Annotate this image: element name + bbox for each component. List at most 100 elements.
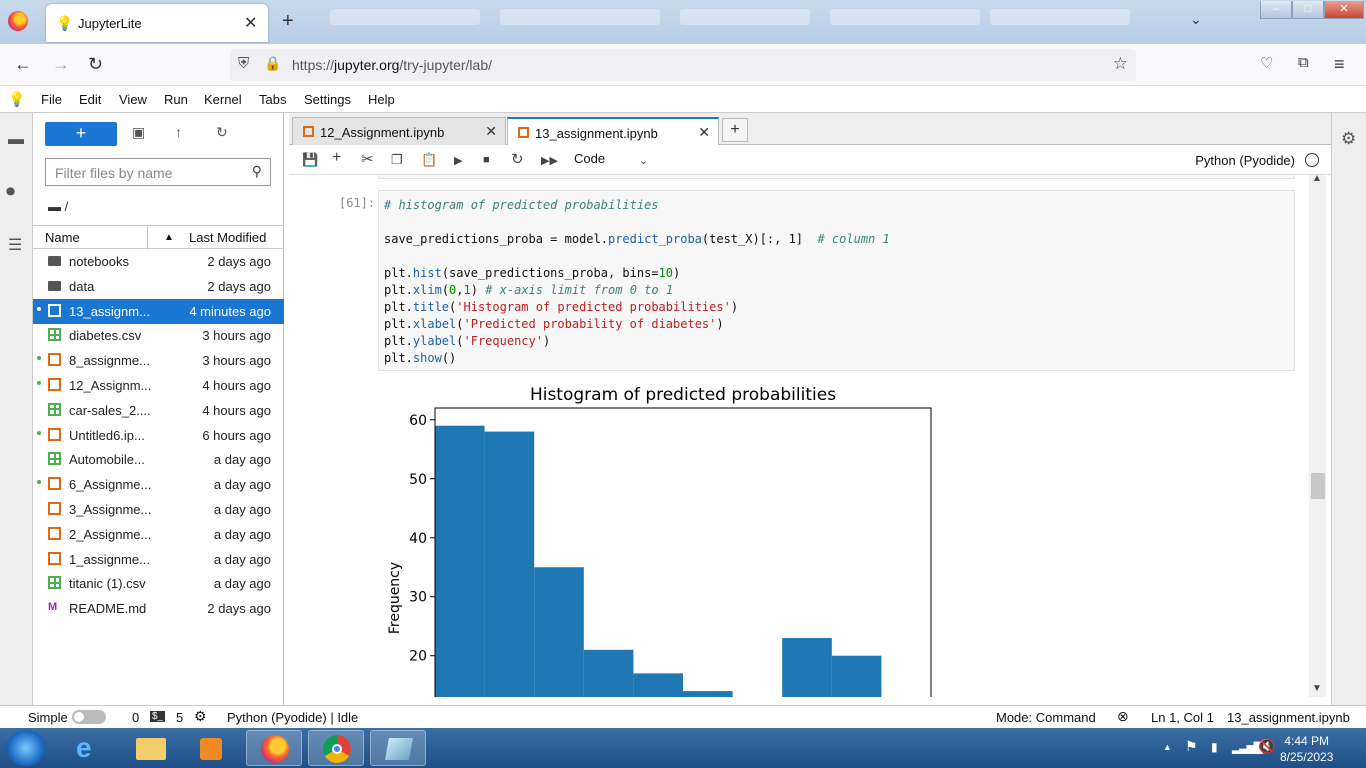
restart-run-all-icon[interactable]: ▶▶: [541, 155, 558, 167]
menu-edit[interactable]: Edit: [79, 92, 102, 107]
background-tab[interactable]: [500, 9, 660, 25]
minimize-button[interactable]: –: [1260, 1, 1292, 19]
code-cell-editor[interactable]: # histogram of predicted probabilities s…: [378, 190, 1295, 371]
paste-icon[interactable]: 📋: [421, 152, 438, 167]
kernel-count[interactable]: 5: [176, 710, 184, 725]
file-row[interactable]: car-sales_2.... 4 hours ago: [33, 398, 284, 423]
scroll-up-icon[interactable]: ▲: [1312, 173, 1322, 184]
column-modified-header[interactable]: Last Modified: [189, 230, 267, 245]
kernel-name[interactable]: Python (Pyodide): [1195, 153, 1295, 168]
lock-icon[interactable]: 🔒: [264, 55, 282, 71]
internet-explorer-icon[interactable]: e: [76, 732, 92, 763]
stop-icon[interactable]: ■: [483, 154, 490, 166]
add-tab-button[interactable]: +: [722, 118, 748, 142]
restart-icon[interactable]: ↻: [511, 151, 524, 168]
chevron-down-icon[interactable]: ⌄: [639, 155, 649, 167]
upload-icon[interactable]: ↑: [175, 124, 182, 140]
background-tab[interactable]: [680, 9, 810, 25]
file-row[interactable]: 6_Assignme... a day ago: [33, 472, 284, 497]
close-tab-icon[interactable]: ✕: [244, 15, 258, 32]
menu-settings[interactable]: Settings: [304, 92, 351, 107]
firefox-taskbar-icon[interactable]: [246, 730, 302, 766]
save-icon[interactable]: 💾: [302, 152, 319, 167]
extensions-icon[interactable]: ⧉: [1298, 54, 1309, 71]
close-icon[interactable]: ✕: [698, 124, 710, 140]
file-row[interactable]: 3_Assignme... a day ago: [33, 497, 284, 522]
file-row[interactable]: M README.md 2 days ago: [33, 596, 284, 621]
folder-icon[interactable]: ▬: [8, 131, 24, 148]
url-bar[interactable]: ⛨ 🔒 https://jupyter.org/try-jupyter/lab/…: [230, 49, 1136, 81]
file-row[interactable]: notebooks 2 days ago: [33, 249, 284, 274]
media-player-icon[interactable]: [184, 730, 240, 766]
file-row[interactable]: titanic (1).csv a day ago: [33, 571, 284, 596]
breadcrumb[interactable]: ▬ /: [48, 199, 68, 214]
scroll-down-icon[interactable]: ▼: [1312, 683, 1322, 694]
file-row[interactable]: 13_assignm... 4 minutes ago: [33, 298, 284, 324]
pocket-icon[interactable]: ♡: [1260, 55, 1274, 72]
code-text[interactable]: # histogram of predicted probabilities s…: [384, 197, 890, 367]
back-icon[interactable]: ←: [14, 54, 32, 74]
terminal-icon[interactable]: $_: [150, 711, 166, 722]
kernel-gear-icon[interactable]: ⚙: [194, 708, 207, 724]
background-tab[interactable]: [830, 9, 980, 25]
new-tab-button[interactable]: +: [282, 10, 294, 32]
bookmark-star-icon[interactable]: ☆: [1112, 54, 1128, 73]
menu-file[interactable]: File: [41, 92, 62, 107]
file-row[interactable]: Automobile... a day ago: [33, 447, 284, 472]
cell-type-select[interactable]: Code: [574, 151, 606, 166]
close-icon[interactable]: ✕: [485, 123, 497, 139]
network-signal-icon[interactable]: ▂▃▅▇: [1232, 740, 1263, 754]
reload-icon[interactable]: ↻: [88, 54, 104, 74]
sort-asc-icon[interactable]: ▲: [164, 232, 174, 243]
show-hidden-icons-icon[interactable]: ▲: [1163, 742, 1172, 752]
table-of-contents-icon[interactable]: ☰: [8, 237, 23, 254]
chrome-taskbar-icon[interactable]: [308, 730, 364, 766]
terminal-count[interactable]: 0: [132, 710, 140, 725]
mode-text[interactable]: Mode: Command: [996, 710, 1096, 725]
volume-muted-icon[interactable]: 🔇: [1258, 738, 1276, 754]
column-name-header[interactable]: Name: [45, 230, 80, 245]
url-text[interactable]: https://jupyter.org/try-jupyter/lab/: [292, 57, 492, 73]
battery-icon[interactable]: ▮: [1211, 740, 1218, 754]
firefox-icon[interactable]: [8, 11, 28, 31]
background-tab[interactable]: [330, 9, 480, 25]
file-row[interactable]: 2_Assignme... a day ago: [33, 522, 284, 547]
menu-kernel[interactable]: Kernel: [204, 92, 242, 107]
browser-tab-active[interactable]: 💡 JupyterLite ✕: [46, 4, 268, 42]
menu-run[interactable]: Run: [164, 92, 188, 107]
menu-help[interactable]: Help: [368, 92, 395, 107]
property-inspector-gears-icon[interactable]: ⚙: [1341, 129, 1357, 148]
filter-files-input[interactable]: Filter files by name ⚲: [45, 158, 271, 186]
file-row[interactable]: diabetes.csv 3 hours ago: [33, 323, 284, 348]
file-row[interactable]: data 2 days ago: [33, 274, 284, 299]
menu-hamburger-icon[interactable]: ≡: [1334, 54, 1345, 74]
file-row[interactable]: 12_Assignm... 4 hours ago: [33, 373, 284, 398]
file-row[interactable]: Untitled6.ip... 6 hours ago: [33, 423, 284, 448]
window-close-button[interactable]: ✕: [1324, 1, 1364, 19]
start-button[interactable]: [6, 730, 46, 766]
menu-tabs[interactable]: Tabs: [259, 92, 287, 107]
background-tab[interactable]: [990, 9, 1130, 25]
clock[interactable]: 4:44 PM 8/25/2023: [1280, 733, 1333, 765]
breadcrumb-root[interactable]: /: [64, 199, 69, 214]
shield-icon[interactable]: ⛨: [238, 55, 250, 72]
scrollbar-thumb[interactable]: [1311, 473, 1325, 499]
doc-tab-13-assignment[interactable]: 13_assignment.ipynb ✕: [507, 117, 719, 146]
menu-view[interactable]: View: [119, 92, 147, 107]
forward-icon[interactable]: →: [52, 54, 70, 74]
copy-icon[interactable]: ❐: [391, 152, 403, 167]
kernel-status-text[interactable]: Python (Pyodide) | Idle: [227, 710, 359, 725]
cut-icon[interactable]: ✂: [361, 151, 374, 168]
doc-tab-12-assignment[interactable]: 12_Assignment.ipynb ✕: [292, 117, 506, 145]
new-folder-icon[interactable]: ▣: [132, 124, 146, 140]
new-launcher-button[interactable]: +: [45, 122, 117, 146]
running-kernels-icon[interactable]: ⏺: [6, 181, 15, 201]
action-center-flag-icon[interactable]: ⚑: [1185, 738, 1198, 754]
notebook-scrollbar[interactable]: ▲ ▼: [1309, 173, 1326, 697]
file-row[interactable]: 8_assignme... 3 hours ago: [33, 348, 284, 373]
file-explorer-icon[interactable]: [124, 730, 180, 766]
maximize-button[interactable]: □: [1292, 1, 1324, 19]
refresh-icon[interactable]: ↻: [216, 124, 228, 140]
app-taskbar-icon[interactable]: [370, 730, 426, 766]
file-row[interactable]: 1_assignme... a day ago: [33, 547, 284, 572]
